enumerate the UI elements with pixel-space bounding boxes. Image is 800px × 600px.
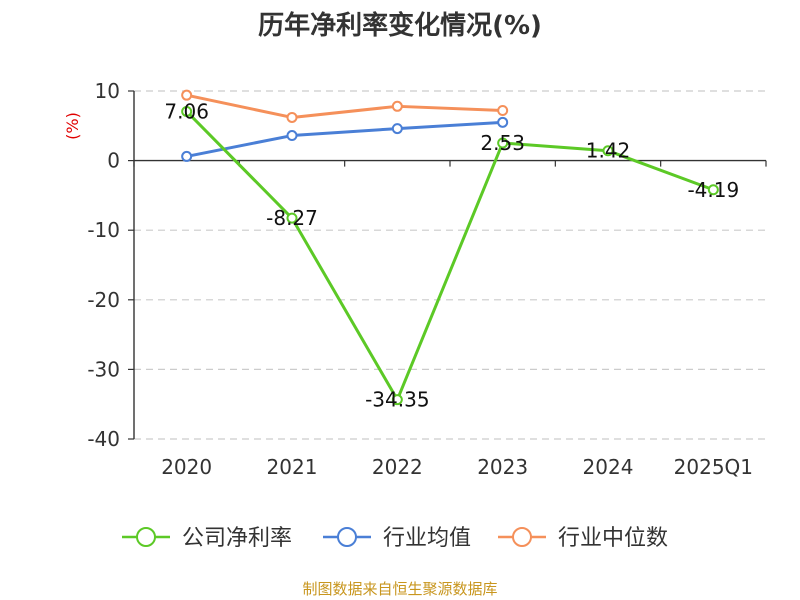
data-point — [286, 212, 298, 224]
data-labels: 7.06 -8.27 -34.35 2.53 1.42 -4.19 — [164, 99, 739, 411]
legend-label: 公司净利率 — [182, 526, 292, 551]
data-label: -4.19 — [687, 178, 739, 202]
legend-item: 行业均值 — [323, 526, 471, 551]
legend: 公司净利率 行业均值 行业中位数 — [122, 526, 668, 551]
y-tick-labels: 10 0 -10 -20 -30 -40 — [87, 79, 120, 451]
series-line — [185, 110, 714, 402]
data-label: 2.53 — [480, 131, 525, 155]
x-tick-label: 2022 — [372, 455, 423, 479]
x-tick-labels: 2020 2021 2022 2023 2024 2025Q1 — [161, 455, 753, 479]
series-lines — [181, 89, 719, 406]
data-point — [391, 100, 403, 112]
y-tick-label: 10 — [95, 79, 120, 103]
data-point — [391, 123, 403, 135]
legend-circle-symbol — [337, 527, 357, 547]
x-tick-label: 2024 — [583, 455, 634, 479]
x-tick-label: 2023 — [477, 455, 528, 479]
series-line — [186, 120, 503, 158]
data-point — [181, 105, 193, 117]
x-tick-label: 2020 — [161, 455, 212, 479]
legend-item: 行业中位数 — [498, 526, 668, 551]
y-tick-label: -40 — [87, 427, 120, 451]
y-tick-label: -20 — [87, 288, 120, 312]
data-point — [391, 394, 403, 406]
y-tick-label: -10 — [87, 218, 120, 242]
chart-title: 历年净利率变化情况(%) — [258, 10, 542, 41]
source-note: 制图数据来自恒生聚源数据库 — [302, 580, 497, 598]
data-point — [181, 150, 193, 162]
legend-label: 行业中位数 — [558, 526, 668, 551]
data-point — [497, 137, 509, 149]
data-point — [602, 145, 614, 157]
legend-circle-symbol — [136, 527, 156, 547]
legend-label: 行业均值 — [383, 526, 471, 551]
grid-lines — [134, 90, 766, 440]
y-axis-unit: (%) — [63, 112, 82, 140]
data-label: 7.06 — [164, 99, 209, 123]
data-point — [286, 111, 298, 123]
legend-circle-symbol — [512, 527, 532, 547]
axes — [128, 90, 767, 440]
data-label: -8.27 — [266, 206, 318, 230]
data-point — [497, 116, 509, 128]
data-label: -34.35 — [365, 388, 429, 412]
x-tick-label: 2025Q1 — [674, 455, 753, 479]
x-tick-label: 2021 — [267, 455, 318, 479]
data-point — [497, 104, 509, 116]
legend-item: 公司净利率 — [122, 526, 292, 551]
data-label: 1.42 — [586, 139, 631, 163]
data-point — [286, 130, 298, 142]
data-point — [707, 184, 719, 196]
y-tick-label: -30 — [87, 357, 120, 381]
y-tick-label: 0 — [107, 149, 120, 173]
data-point — [181, 89, 193, 101]
series-line — [186, 93, 503, 119]
